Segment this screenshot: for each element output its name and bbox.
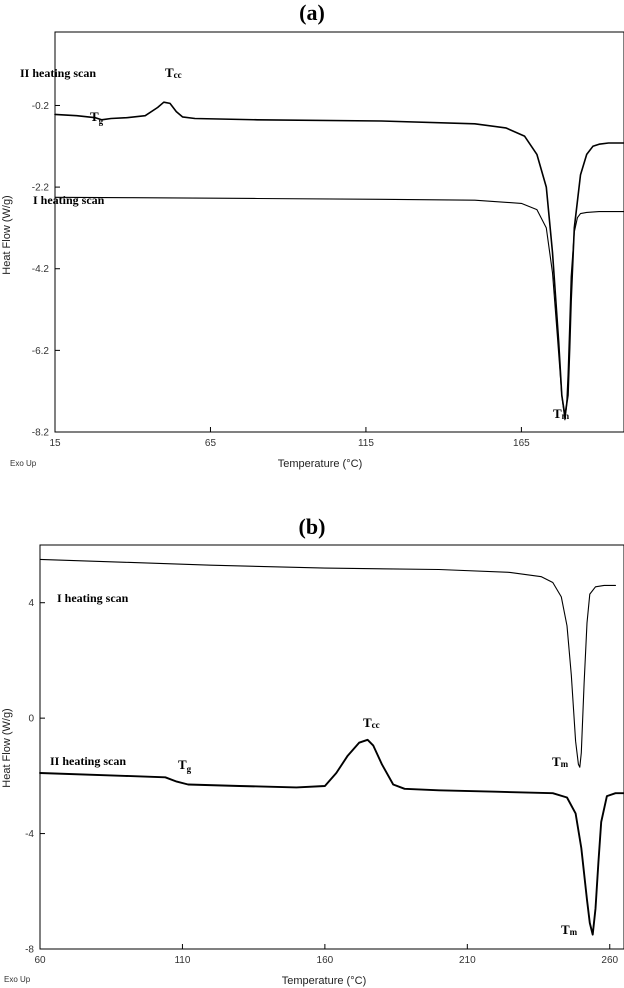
panel-b-x-tick-label: 160: [317, 955, 334, 966]
panel-b-annot-tcc: Tcc: [363, 715, 380, 730]
panel-b-annot-tm-bottom: Tm: [561, 922, 578, 937]
panel-b-x-axis-title: Temperature (°C): [282, 975, 366, 987]
panel-b-annot-tg-sub: g: [187, 764, 192, 774]
panel-a-annot-tg-main: T: [90, 109, 99, 124]
panel-a-annot-tcc: Tcc: [165, 65, 182, 80]
panel-a-series-line-1: [54, 101, 624, 417]
panel-a-series-line-2: [54, 196, 624, 421]
panel-b-y-tick-label: 4: [28, 598, 34, 609]
panel-a-y-ticks: -8.2 -6.2 -4.2 -2.2 -0.2: [32, 101, 60, 439]
panel-b-y-ticks: -8 -4 0 4: [25, 598, 45, 956]
panel-a-series-label-i-heating: I heating scan: [33, 193, 105, 207]
panel-b-series-line-1: [39, 558, 617, 768]
panel-a: (a) -8.2 -6.2 -4.2 -2.2 -0.2 15 65 115 165 Temp…: [1, 0, 624, 470]
panel-a-annot-tm-sub: m: [562, 411, 570, 421]
panel-a-y-tick-label: -4.2: [32, 264, 50, 275]
panel-b-y-tick-label: -8: [25, 945, 34, 956]
panel-a-x-ticks: 15 65 115 165: [49, 427, 530, 449]
panel-b-series-line-2: [39, 738, 624, 936]
panel-b-label: (b): [299, 514, 326, 539]
panel-a-x-axis-title: Temperature (°C): [278, 458, 362, 470]
panel-b-x-tick-label: 210: [459, 955, 476, 966]
panel-a-series-label-ii-heating: II heating scan: [20, 66, 96, 80]
panel-b-annot-tg-main: T: [178, 757, 187, 772]
panel-a-curves: [54, 101, 624, 421]
panel-b-series-label-ii-heating: II heating scan: [50, 754, 126, 768]
panel-a-y-tick-label: -2.2: [32, 183, 50, 194]
panel-b-annot-tg: Tg: [178, 757, 192, 774]
panel-a-label: (a): [299, 0, 325, 25]
panel-b-y-tick-label: -4: [25, 829, 34, 840]
panel-a-x-tick-label: 165: [513, 438, 530, 449]
panel-a-y-tick-label: -8.2: [32, 428, 50, 439]
panel-a-x-tick-label: 65: [205, 438, 217, 449]
panel-b-annot-tm-bottom-main: T: [561, 922, 570, 937]
panel-a-y-axis-title: Heat Flow (W/g): [1, 195, 13, 274]
panel-b-y-tick-label: 0: [28, 714, 34, 725]
panel-b-curves: [39, 558, 624, 936]
panel-b-annot-tm-bottom-sub: m: [570, 927, 578, 937]
panel-a-y-tick-label: -0.2: [32, 101, 50, 112]
panel-a-y-tick-label: -6.2: [32, 346, 50, 357]
panel-a-annot-tm-main: T: [553, 406, 562, 421]
panel-b-exo-up-note: Exo Up: [4, 975, 31, 984]
panel-a-annot-tg-sub: g: [99, 116, 104, 126]
panel-a-annot-tm: Tm: [553, 406, 570, 421]
panel-b-annot-tm-top-main: T: [552, 754, 561, 769]
panel-b-plot-frame: [39, 544, 624, 950]
panel-a-x-tick-label: 115: [358, 438, 374, 449]
panel-a-x-tick-label: 15: [49, 438, 61, 449]
panel-a-annot-tcc-sub: cc: [174, 70, 182, 80]
panel-a-exo-up-note: Exo Up: [10, 459, 37, 468]
panel-b: (b) -8 -4 0 4 60 110 160 210 260 Temperature (°…: [1, 514, 624, 987]
panel-a-plot-frame: [54, 31, 624, 433]
panel-b-annot-tcc-main: T: [363, 715, 372, 730]
panel-a-annot-tg: Tg: [90, 109, 104, 126]
panel-b-x-tick-label: 260: [601, 955, 618, 966]
panel-b-x-tick-label: 110: [174, 955, 190, 966]
panel-a-annot-tcc-main: T: [165, 65, 174, 80]
panel-b-y-axis-title: Heat Flow (W/g): [1, 708, 13, 787]
panel-b-x-ticks: 60 110 160 210 260: [34, 944, 619, 966]
panel-b-annot-tm-top-sub: m: [561, 759, 569, 769]
panel-b-annot-tcc-sub: cc: [372, 720, 380, 730]
panel-b-annot-tm-top: Tm: [552, 754, 569, 769]
panel-b-series-label-i-heating: I heating scan: [57, 591, 129, 605]
panel-b-x-tick-label: 60: [34, 955, 46, 966]
